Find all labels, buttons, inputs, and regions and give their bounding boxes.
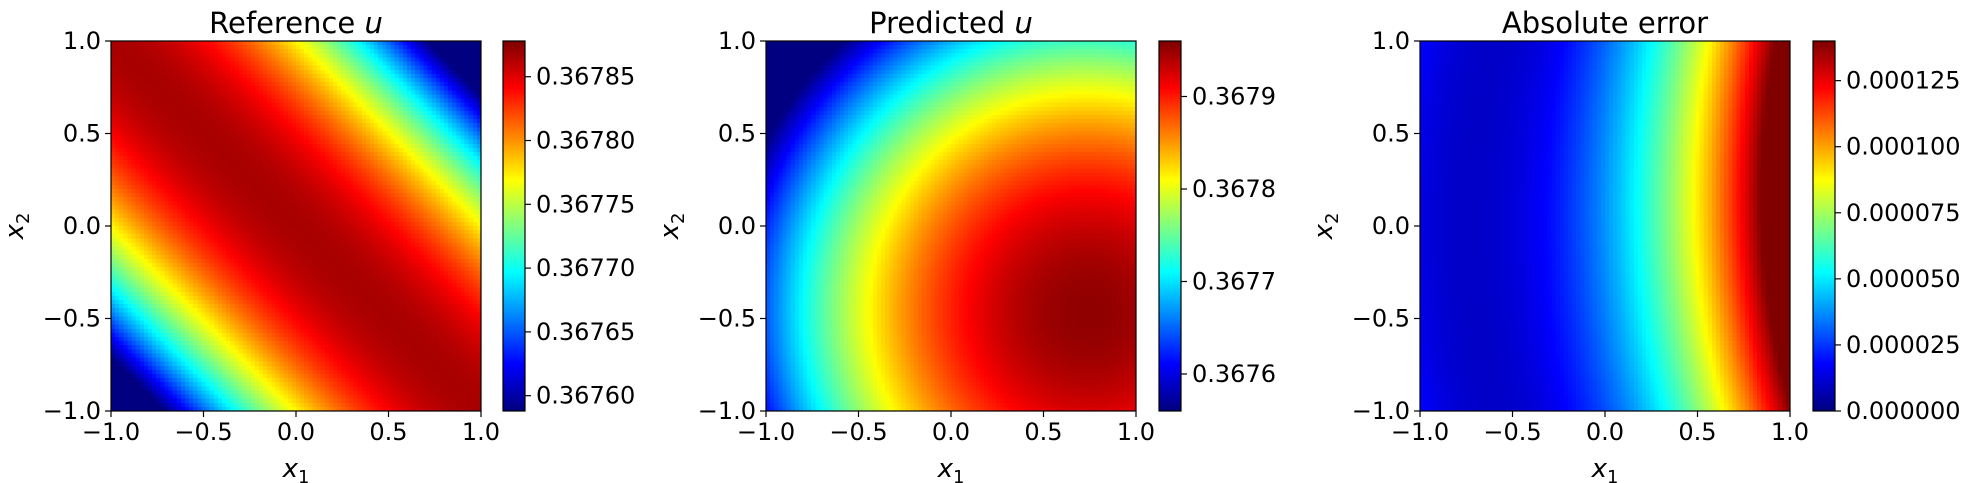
colorbar-tick-label: 0.000075 — [1846, 199, 1961, 227]
colorbar-tick-label: 0.36770 — [536, 254, 635, 282]
heatmap-image — [1420, 41, 1790, 411]
x-tick-label: 0.0 — [277, 418, 315, 446]
y-axis-label: x2 — [0, 213, 34, 241]
colorbar-tick-label: 0.000000 — [1846, 397, 1961, 425]
x-tick-label: −1.0 — [82, 418, 140, 446]
x-tick-label: 0.5 — [1024, 418, 1062, 446]
colorbar-tick-label: 0.3679 — [1192, 83, 1276, 111]
y-tick-label: −0.5 — [1352, 305, 1410, 333]
y-tick-label: 0.5 — [1372, 120, 1410, 148]
x-tick-label: −1.0 — [1391, 418, 1449, 446]
x-axis-label: x1 — [937, 454, 965, 483]
x-tick-label: 0.5 — [1678, 418, 1716, 446]
x-tick-label: −0.5 — [174, 418, 232, 446]
x-tick-label: −0.5 — [829, 418, 887, 446]
colorbar-tick-label: 0.36785 — [536, 63, 635, 91]
x-tick-label: −1.0 — [737, 418, 795, 446]
x-axis-label: x1 — [1591, 454, 1619, 483]
x-tick-label: 0.0 — [1586, 418, 1624, 446]
chart-title: Predicted u — [869, 6, 1033, 40]
chart-title-variable: u — [1014, 6, 1032, 40]
colorbar-tick-label: 0.000025 — [1846, 331, 1961, 359]
y-tick-label: 0.5 — [718, 120, 756, 148]
x-axis-label: x1 — [282, 454, 310, 483]
colorbar-tick-label: 0.3677 — [1192, 268, 1276, 296]
y-tick-label: −1.0 — [43, 397, 101, 425]
y-tick-label: 1.0 — [1372, 27, 1410, 55]
x-tick-label: 1.0 — [1117, 418, 1155, 446]
chart-title-text: Predicted — [869, 6, 1014, 40]
y-tick-label: −1.0 — [1352, 397, 1410, 425]
subplot-1: Reference u −1.0 −0.5 0.0 0.5 1.0 −1.0 −0.5 0.0 0… — [0, 6, 635, 483]
colorbar-tick-label: 0.3678 — [1192, 175, 1276, 203]
heatmap-image — [766, 41, 1136, 411]
colorbar-frame — [502, 40, 526, 412]
chart-title: Absolute error — [1502, 6, 1708, 40]
y-tick-label: −0.5 — [43, 305, 101, 333]
y-tick-label: 0.0 — [1372, 212, 1410, 240]
colorbar — [1813, 41, 1835, 411]
colorbar-tick-label: 0.000050 — [1846, 265, 1961, 293]
chart-title-text: Reference — [209, 6, 364, 40]
y-tick-label: −0.5 — [698, 305, 756, 333]
chart-title-variable: u — [364, 6, 382, 40]
colorbar-tick-label: 0.36760 — [536, 382, 635, 410]
chart-title: Reference u — [209, 6, 383, 40]
y-tick-label: −1.0 — [698, 397, 756, 425]
heatmap-image — [111, 41, 481, 411]
y-tick-label: 1.0 — [63, 27, 101, 55]
y-tick-label: 1.0 — [718, 27, 756, 55]
y-tick-label: 0.5 — [63, 120, 101, 148]
colorbar-tick-label: 0.000100 — [1846, 133, 1961, 161]
colorbar — [1159, 41, 1181, 411]
y-tick-label: 0.0 — [63, 212, 101, 240]
x-tick-label: 0.5 — [369, 418, 407, 446]
colorbar-tick-label: 0.3676 — [1192, 360, 1276, 388]
x-tick-label: 1.0 — [462, 418, 500, 446]
x-tick-label: 1.0 — [1771, 418, 1809, 446]
colorbar-tick-label: 0.36780 — [536, 127, 635, 155]
colorbar-tick-label: 0.000125 — [1846, 67, 1961, 95]
y-tick-label: 0.0 — [718, 212, 756, 240]
x-tick-label: −0.5 — [1483, 418, 1541, 446]
colorbar-frame — [1812, 40, 1836, 412]
colorbar-tick-label: 0.36775 — [536, 190, 635, 218]
colorbar-tick-label: 0.36765 — [536, 318, 635, 346]
subplot-2: Predicted u −1.0 −0.5 0.0 0.5 1.0 −1.0 −0.5 0.0 0… — [655, 6, 1276, 483]
subplot-3: Absolute error −1.0 −0.5 0.0 0.5 1.0 −1.0 −0.5 0… — [1309, 6, 1961, 483]
chart-title-text: Absolute error — [1502, 6, 1708, 40]
colorbar — [503, 41, 525, 411]
x-tick-label: 0.0 — [932, 418, 970, 446]
y-axis-label: x2 — [1309, 213, 1343, 241]
y-axis-label: x2 — [655, 213, 689, 241]
colorbar-frame — [1158, 40, 1182, 412]
